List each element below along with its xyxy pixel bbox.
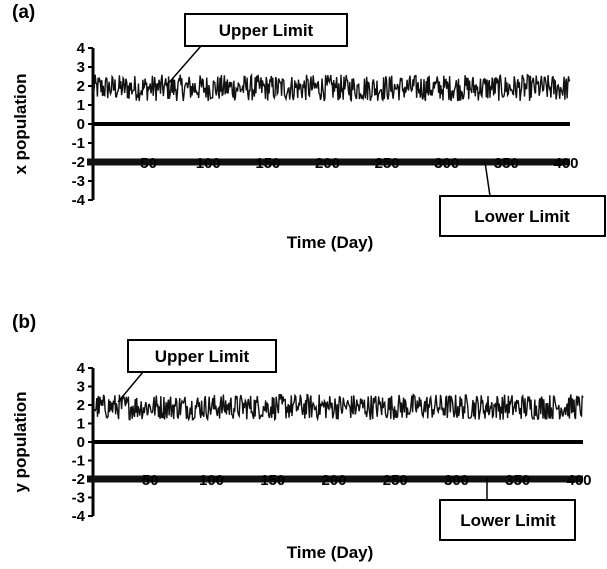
x-tick-label: 300 [444, 472, 469, 489]
y-tick-label: 3 [77, 59, 85, 76]
x-tick-label: 200 [321, 472, 346, 489]
x-tick-label: 50 [142, 472, 159, 489]
x-tick-label: 400 [566, 472, 591, 489]
x-axis-title: Time (Day) [287, 233, 374, 252]
panel-label: (a) [12, 2, 35, 23]
y-tick-label: 3 [77, 379, 85, 396]
y-tick-label: -3 [72, 173, 85, 190]
x-tick-label: 350 [494, 155, 519, 172]
y-tick-label: -3 [72, 490, 85, 507]
x-tick-label: 300 [434, 155, 459, 172]
x-tick-label: 250 [383, 472, 408, 489]
x-tick-label: 200 [315, 155, 340, 172]
panel-label: (b) [12, 312, 36, 333]
callout-leader-line [165, 45, 202, 87]
callout-leader-line [117, 371, 144, 403]
series-band-line [92, 72, 571, 103]
chart-panel-a: (a) 4 3 2 1 0 -1 -2 -3 -4 50 100 150 200 250 300 350 400 x… [11, 2, 606, 252]
x-tick-label: 150 [255, 155, 280, 172]
callout-box [127, 339, 277, 373]
callout-box [184, 13, 348, 47]
callout-label: Lower Limit [460, 511, 556, 530]
series-band-line [92, 393, 584, 422]
y-axis-title: x population [11, 73, 30, 174]
y-tick-label: -1 [72, 453, 85, 470]
y-tick-label: 1 [77, 97, 85, 114]
y-tick-label: 4 [77, 360, 86, 377]
x-tick-label: 250 [375, 155, 400, 172]
x-tick-label: 400 [553, 155, 578, 172]
y-tick-label: 0 [77, 116, 85, 133]
y-tick-label: -1 [72, 135, 85, 152]
x-tick-label: 100 [196, 155, 221, 172]
callout-leader-line [484, 161, 491, 197]
x-tick-label: 350 [505, 472, 530, 489]
x-tick-label: 50 [140, 155, 157, 172]
y-tick-label: -2 [72, 154, 85, 171]
x-tick-label: 100 [199, 472, 224, 489]
y-tick-label: 0 [77, 434, 85, 451]
x-tick-label: 150 [260, 472, 285, 489]
y-tick-label: 4 [77, 40, 86, 57]
callout-box [439, 499, 576, 541]
callout-label: Upper Limit [155, 347, 250, 366]
callout-box [439, 195, 606, 237]
x-axis-title: Time (Day) [287, 543, 374, 562]
y-tick-label: -4 [72, 192, 86, 209]
y-tick-label: -4 [72, 508, 86, 525]
y-tick-label: -2 [72, 471, 85, 488]
y-tick-label: 2 [77, 397, 85, 414]
y-tick-label: 1 [77, 416, 85, 433]
callout-label: Lower Limit [474, 207, 570, 226]
y-axis-title: y population [11, 391, 30, 492]
chart-panel-b: (b) 4 32 10 -1-2 -3-4 50 100 150 200 250 300 350 400 y… [11, 312, 592, 562]
y-tick-label: 2 [77, 78, 85, 95]
callout-label: Upper Limit [219, 21, 314, 40]
